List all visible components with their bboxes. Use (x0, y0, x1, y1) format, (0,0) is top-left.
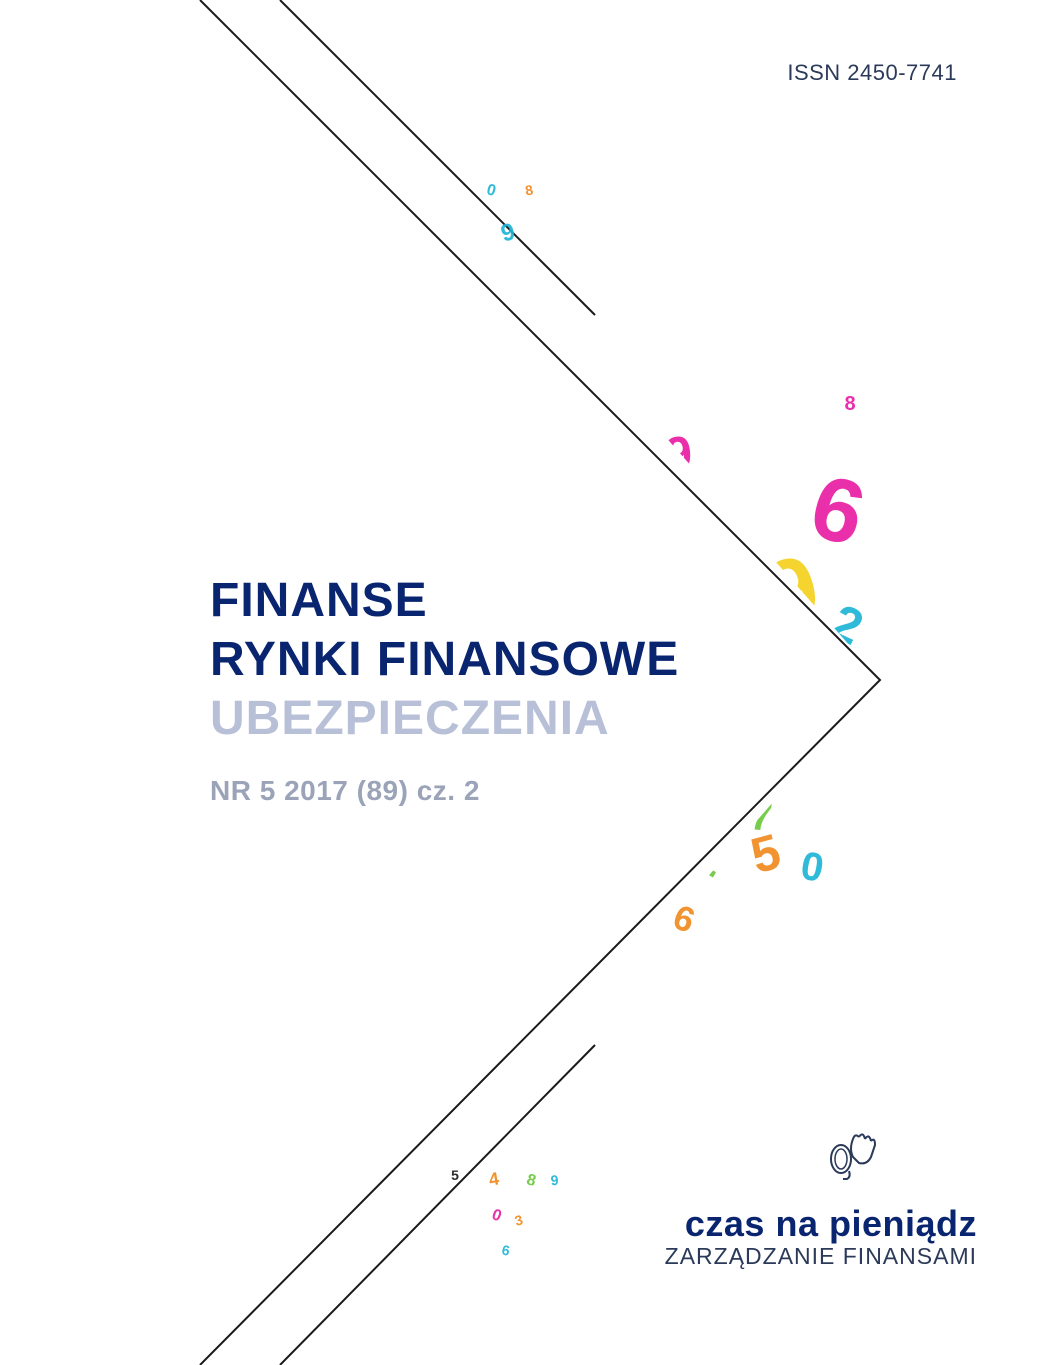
svg-text:6: 6 (490, 270, 514, 303)
svg-text:9: 9 (755, 536, 829, 646)
svg-text:4: 4 (442, 979, 449, 993)
svg-text:8: 8 (525, 1171, 538, 1190)
svg-text:6: 6 (698, 763, 735, 823)
svg-text:4: 4 (457, 332, 463, 343)
svg-text:5: 5 (745, 823, 786, 884)
svg-text:0: 0 (485, 181, 498, 200)
svg-text:3: 3 (611, 892, 645, 947)
issn-label: ISSN 2450-7741 (787, 60, 957, 86)
svg-text:2: 2 (610, 468, 675, 584)
svg-text:2: 2 (823, 593, 872, 656)
svg-text:6: 6 (801, 456, 875, 566)
svg-text:0: 0 (489, 1206, 503, 1225)
svg-text:0: 0 (797, 844, 827, 891)
svg-text:3: 3 (462, 1028, 484, 1058)
svg-text:9: 9 (468, 1117, 487, 1142)
svg-text:3: 3 (515, 864, 554, 913)
svg-text:6: 6 (668, 898, 700, 941)
svg-text:1: 1 (521, 394, 544, 428)
svg-text:8: 8 (723, 605, 795, 704)
svg-text:4: 4 (487, 1168, 500, 1189)
svg-text:9: 9 (663, 427, 694, 482)
svg-text:3: 3 (513, 1211, 525, 1229)
logo-icon (821, 1129, 877, 1185)
svg-text:1: 1 (679, 815, 741, 890)
svg-text:5: 5 (583, 443, 603, 473)
svg-text:2: 2 (537, 343, 559, 378)
title-line-ubezpieczenia: UBEZPIECZENIA (210, 693, 679, 746)
title-block: FINANSE RYNKI FINANSOWE UBEZPIECZENIA NR… (210, 575, 679, 807)
svg-text:2: 2 (468, 232, 486, 256)
svg-text:0: 0 (491, 1069, 514, 1103)
svg-text:0: 0 (601, 404, 646, 476)
footer-block: czas na pieniądz ZARZĄDZANIE FINANSAMI (665, 1203, 977, 1270)
svg-text:6: 6 (438, 1022, 454, 1046)
title-line-finanse: FINANSE (210, 575, 679, 628)
svg-text:3: 3 (489, 340, 520, 380)
issue-number: NR 5 2017 (89) cz. 2 (210, 775, 679, 807)
svg-text:9: 9 (498, 218, 518, 248)
title-line-rynki: RYNKI FINANSOWE (210, 634, 679, 687)
footer-subtitle: ZARZĄDZANIE FINANSAMI (665, 1243, 977, 1270)
svg-text:0: 0 (468, 284, 484, 311)
svg-text:8: 8 (844, 393, 855, 415)
svg-text:6: 6 (501, 1242, 512, 1259)
svg-text:5: 5 (451, 1167, 459, 1183)
svg-text:8: 8 (463, 1069, 479, 1096)
svg-text:9: 9 (550, 1172, 559, 1189)
svg-text:7: 7 (564, 873, 605, 934)
svg-text:8: 8 (524, 181, 535, 198)
svg-text:5: 5 (457, 209, 464, 223)
svg-text:7: 7 (748, 794, 774, 840)
footer-brand: czas na pieniądz (665, 1203, 977, 1245)
